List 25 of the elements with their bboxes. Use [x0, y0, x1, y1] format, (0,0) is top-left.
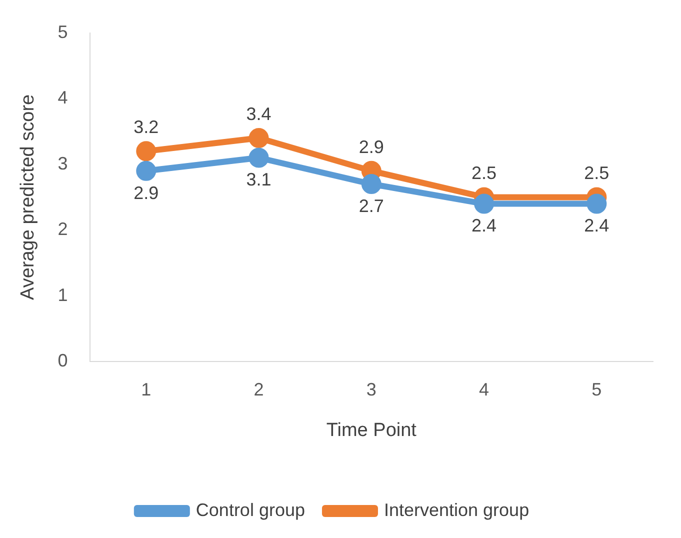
- y-tick-label: 1: [58, 284, 68, 305]
- data-label: 2.7: [358, 196, 384, 216]
- data-label: 3.2: [134, 117, 159, 138]
- y-tick-label: 4: [58, 88, 68, 108]
- y-tick-label: 2: [58, 219, 68, 240]
- y-axis-title: Average predicted score: [18, 94, 39, 300]
- x-tick-label: 3: [366, 379, 376, 400]
- y-tick-label: 3: [58, 153, 68, 174]
- x-tick-label: 1: [141, 379, 152, 400]
- data-label: 2.9: [134, 182, 159, 203]
- y-tick-label: 0: [58, 350, 68, 371]
- legend-label: Control group: [196, 500, 305, 520]
- y-tick-label: 5: [58, 22, 68, 42]
- data-label: 2.5: [472, 163, 497, 184]
- data-label: 2.4: [584, 216, 610, 236]
- data-label: 3.4: [246, 104, 272, 124]
- x-axis-title: Time Point: [326, 420, 418, 441]
- x-tick-label: 2: [254, 379, 264, 400]
- data-label: 3.1: [246, 170, 272, 190]
- data-label: 2.9: [358, 136, 384, 157]
- legend-label: Intervention group: [384, 500, 530, 520]
- x-tick-label: 4: [479, 379, 490, 400]
- data-label: 2.5: [584, 163, 610, 184]
- x-tick-label: 5: [592, 379, 602, 400]
- data-label: 2.4: [472, 216, 497, 236]
